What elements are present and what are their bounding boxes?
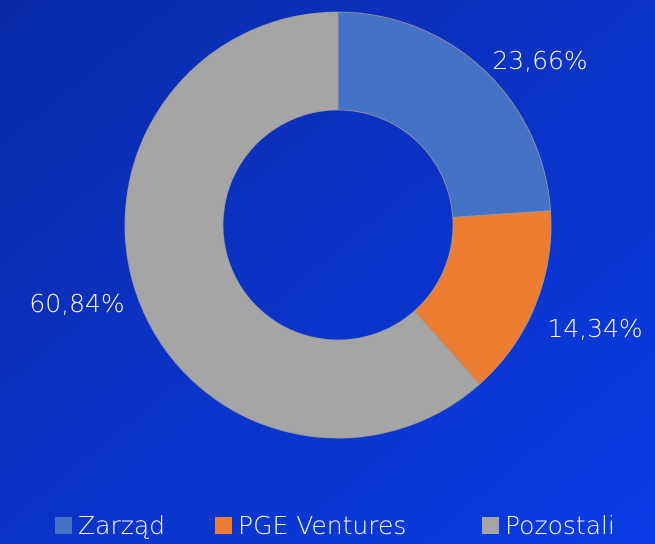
legend-label: Pozostali bbox=[505, 511, 615, 540]
legend-swatch bbox=[55, 517, 72, 534]
data-label: 60,84% bbox=[29, 289, 124, 318]
data-label: 14,34% bbox=[547, 314, 642, 343]
legend-swatch bbox=[482, 517, 499, 534]
data-label: 23,66% bbox=[492, 46, 587, 75]
legend-swatch bbox=[215, 517, 232, 534]
donut-slice bbox=[337, 11, 551, 218]
legend-label: Zarząd bbox=[78, 511, 165, 540]
legend-label: PGE Ventures bbox=[238, 511, 406, 540]
donut-slice bbox=[124, 11, 480, 439]
